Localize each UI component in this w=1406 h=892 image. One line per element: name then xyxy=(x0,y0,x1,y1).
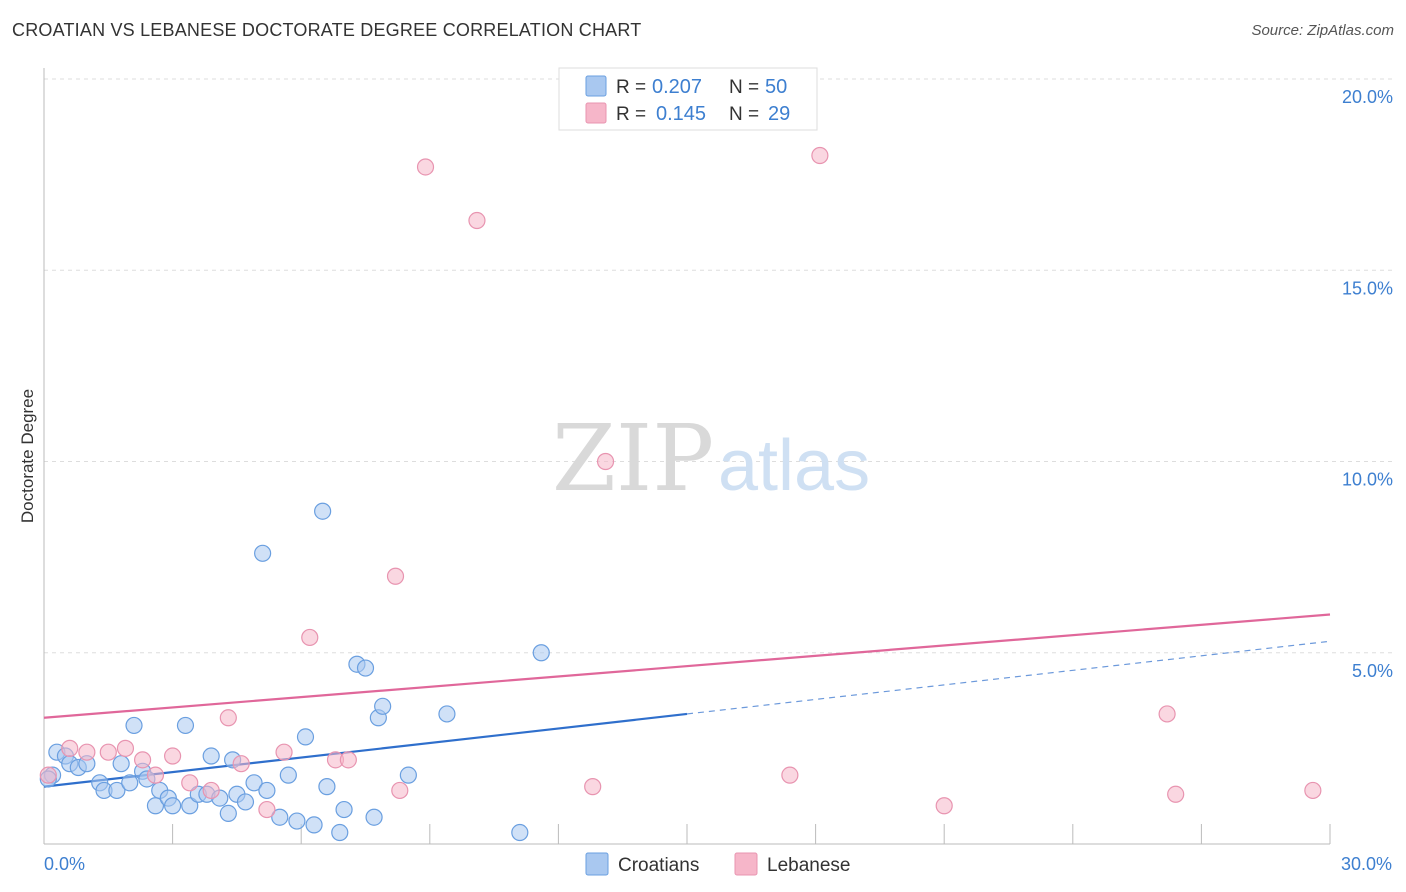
legend-r-label-1: R = xyxy=(616,77,646,98)
point-croatians xyxy=(176,716,195,735)
point-croatians xyxy=(112,755,130,773)
point-lebanese xyxy=(39,766,57,784)
point-croatians xyxy=(314,502,332,520)
point-croatians xyxy=(258,781,276,800)
point-croatians xyxy=(236,793,255,811)
point-lebanese xyxy=(935,797,953,815)
trend-line-lebanese xyxy=(43,613,1331,719)
point-croatians xyxy=(288,812,306,830)
point-lebanese xyxy=(116,739,135,757)
points-croatians xyxy=(39,502,550,842)
point-lebanese xyxy=(1304,781,1322,800)
point-lebanese xyxy=(386,567,405,585)
point-lebanese xyxy=(146,766,165,784)
legend-n-value-2: 29 xyxy=(768,103,790,125)
y-tick-label: 15.0% xyxy=(1342,278,1393,298)
legend-swatch-croatians xyxy=(585,75,607,97)
point-croatians xyxy=(279,766,297,784)
legend-r-value-1: 0.207 xyxy=(652,76,702,98)
chart-source: Source: ZipAtlas.com xyxy=(1251,22,1394,39)
legend-n-value-1: 50 xyxy=(765,76,787,98)
point-croatians xyxy=(399,766,417,784)
point-croatians xyxy=(305,816,323,834)
trend-line-croatians-extension xyxy=(686,640,1331,715)
x-axis: 0.0% 30.0% xyxy=(43,824,1392,874)
point-lebanese xyxy=(275,743,293,761)
legend-bottom-swatch-croatians xyxy=(585,852,609,876)
point-croatians xyxy=(271,808,289,826)
point-lebanese xyxy=(391,781,409,800)
legend-bottom-swatch-lebanese xyxy=(734,852,758,876)
point-lebanese xyxy=(232,755,250,773)
point-croatians xyxy=(331,823,349,842)
legend-swatch-lebanese xyxy=(585,102,607,124)
point-croatians xyxy=(254,544,272,562)
point-lebanese xyxy=(61,739,79,757)
point-croatians xyxy=(335,800,353,819)
legend-n-label-2: N = xyxy=(729,104,759,125)
point-lebanese xyxy=(1158,705,1176,723)
legend-top: R = 0.207 N = 50 R = 0.145 N = 29 xyxy=(558,67,818,131)
point-lebanese xyxy=(1167,785,1185,803)
point-lebanese xyxy=(258,800,276,819)
point-croatians xyxy=(511,823,529,842)
point-lebanese xyxy=(99,743,117,761)
point-lebanese xyxy=(301,628,319,647)
point-croatians xyxy=(202,747,220,765)
y-tick-label: 20.0% xyxy=(1342,87,1393,107)
points-lebanese xyxy=(39,146,1322,819)
point-lebanese xyxy=(811,146,829,165)
point-croatians xyxy=(108,781,126,800)
point-croatians xyxy=(121,774,139,792)
legend-bottom-croatians: Croatians xyxy=(618,855,699,876)
point-lebanese xyxy=(596,452,615,471)
chart-title: CROATIAN VS LEBANESE DOCTORATE DEGREE CO… xyxy=(12,20,642,40)
legend-bottom: Croatians Lebanese xyxy=(585,852,850,876)
legend-r-value-2: 0.145 xyxy=(656,103,706,125)
point-croatians xyxy=(318,778,336,796)
point-lebanese xyxy=(181,774,199,792)
point-lebanese xyxy=(78,743,96,761)
point-croatians xyxy=(365,808,383,826)
point-lebanese xyxy=(781,766,799,784)
point-lebanese xyxy=(416,158,435,176)
watermark-atlas: atlas xyxy=(718,426,870,506)
point-lebanese xyxy=(202,781,220,800)
point-croatians xyxy=(296,728,315,746)
point-lebanese xyxy=(339,751,357,769)
gridlines xyxy=(44,78,1392,654)
x-tick-label: 30.0% xyxy=(1341,854,1392,874)
watermark: ZIP atlas xyxy=(552,405,870,512)
point-lebanese xyxy=(164,747,182,765)
point-lebanese xyxy=(219,709,237,727)
point-croatians xyxy=(356,659,375,677)
watermark-zip: ZIP xyxy=(552,405,714,512)
y-axis: 5.0% 10.0% 15.0% 20.0% xyxy=(43,68,1393,844)
point-lebanese xyxy=(468,211,486,230)
legend-r-label-2: R = xyxy=(616,104,646,125)
point-croatians xyxy=(125,716,143,735)
point-croatians xyxy=(374,697,392,715)
point-lebanese xyxy=(584,778,602,796)
point-croatians xyxy=(219,804,237,823)
y-tick-label: 5.0% xyxy=(1352,661,1393,681)
y-axis-label: Doctorate Degree xyxy=(18,389,37,523)
point-croatians xyxy=(245,774,263,792)
y-tick-label: 10.0% xyxy=(1342,470,1393,490)
x-tick-label: 0.0% xyxy=(44,854,85,874)
legend-bottom-lebanese: Lebanese xyxy=(767,855,850,876)
point-croatians xyxy=(532,644,550,662)
point-lebanese xyxy=(133,751,152,769)
legend-n-label-1: N = xyxy=(729,77,759,98)
point-croatians xyxy=(164,797,182,815)
point-croatians xyxy=(181,797,199,815)
point-croatians xyxy=(438,705,456,723)
